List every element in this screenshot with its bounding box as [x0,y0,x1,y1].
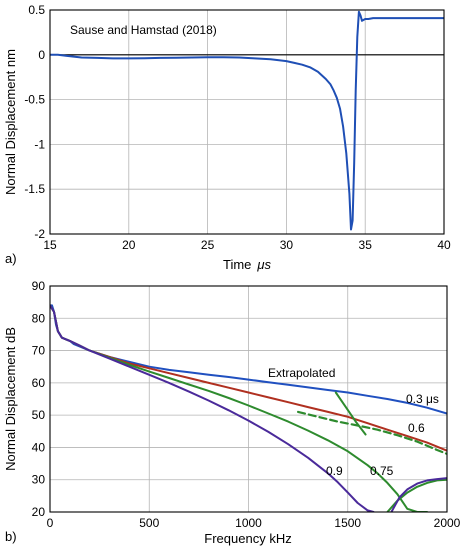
panel-b-x-axis-label: Frequency kHz [204,531,291,546]
panel-b-y-tick-label: 30 [32,473,46,487]
panel-b-series-line-5 [334,391,367,436]
panel-a-y-tick-label: -1 [34,137,45,151]
annotation-0-3-us: 0.3 μs [406,392,439,406]
annotation-0-6: 0.6 [408,421,425,435]
panel-a-x-tick-label: 25 [201,238,215,252]
panel-a-x-tick-label: 20 [122,238,136,252]
panel-b-y-ticks: 90 80 70 60 50 40 30 20 [32,279,46,519]
panel-a-y-tick-label: -0.5 [24,93,45,107]
panel-b-y-tick-label: 90 [32,279,46,293]
annotation-0-9: 0.9 [326,464,343,478]
panel-b-x-tick-label: 2000 [434,516,461,530]
panel-a: 0.5 0 -0.5 -1 -1.5 -2 15 20 25 30 35 40 Sause and … [3,3,451,272]
panel-b-series-line-7 [390,477,447,512]
panel-b-y-tick-label: 50 [32,408,46,422]
panel-b-y-axis-label: Normal Displacement dB [3,327,18,471]
panel-a-y-tick-label: 0 [38,48,45,62]
panel-b-frame [49,285,448,513]
panel-b-y-tick-label: 80 [32,311,46,325]
panel-a-series [50,10,444,231]
panel-b-series-line-4 [297,410,447,455]
panel-a-y-tick-label: 0.5 [28,3,45,17]
panel-b-x-tick-label: 0 [47,516,54,530]
panel-a-x-ticks: 15 20 25 30 35 40 [43,238,451,252]
panel-a-series-line-0 [50,10,444,231]
panel-b-series-line-2 [50,304,429,512]
panel-b: 90 80 70 60 50 40 30 20 0 500 1000 1500 2000 Extrap… [3,279,461,546]
panel-a-y-axis-label: Normal Displacement nm [3,49,18,195]
panel-a-y-tick-label: -1.5 [24,182,45,196]
panel-b-x-tick-label: 500 [139,516,159,530]
panel-a-x-tick-label: 15 [43,238,57,252]
panel-b-grid [50,286,447,512]
panel-b-x-tick-label: 1500 [334,516,361,530]
panel-a-x-axis-label-text: Time [223,257,251,272]
panel-b-x-tick-label: 1000 [235,516,262,530]
panel-a-x-tick-label: 30 [280,238,294,252]
panel-a-frame [49,9,445,235]
panel-a-grid [50,10,444,234]
panel-a-annotation: Sause and Hamstad (2018) [70,23,217,37]
annotation-extrapolated: Extrapolated [268,366,335,380]
panel-a-x-tick-label: 35 [359,238,373,252]
panel-b-series-line-6 [50,304,375,512]
panel-b-y-tick-label: 40 [32,440,46,454]
panel-b-y-tick-label: 70 [32,344,46,358]
panel-b-y-tick-label: 20 [32,505,46,519]
panel-b-letter: b) [5,529,17,544]
panel-a-y-ticks: 0.5 0 -0.5 -1 -1.5 -2 [24,3,45,241]
panel-a-x-axis-unit: μs [256,257,271,272]
panel-a-x-axis-label: Time μs [223,257,272,272]
panel-a-x-tick-label: 40 [437,238,451,252]
panel-b-series [50,304,447,512]
annotation-0-75: 0.75 [370,464,394,478]
panel-b-y-tick-label: 60 [32,376,46,390]
panel-a-letter: a) [5,251,17,266]
panel-b-x-ticks: 0 500 1000 1500 2000 [47,516,461,530]
panel-a-y-tick-label: -2 [34,227,45,241]
